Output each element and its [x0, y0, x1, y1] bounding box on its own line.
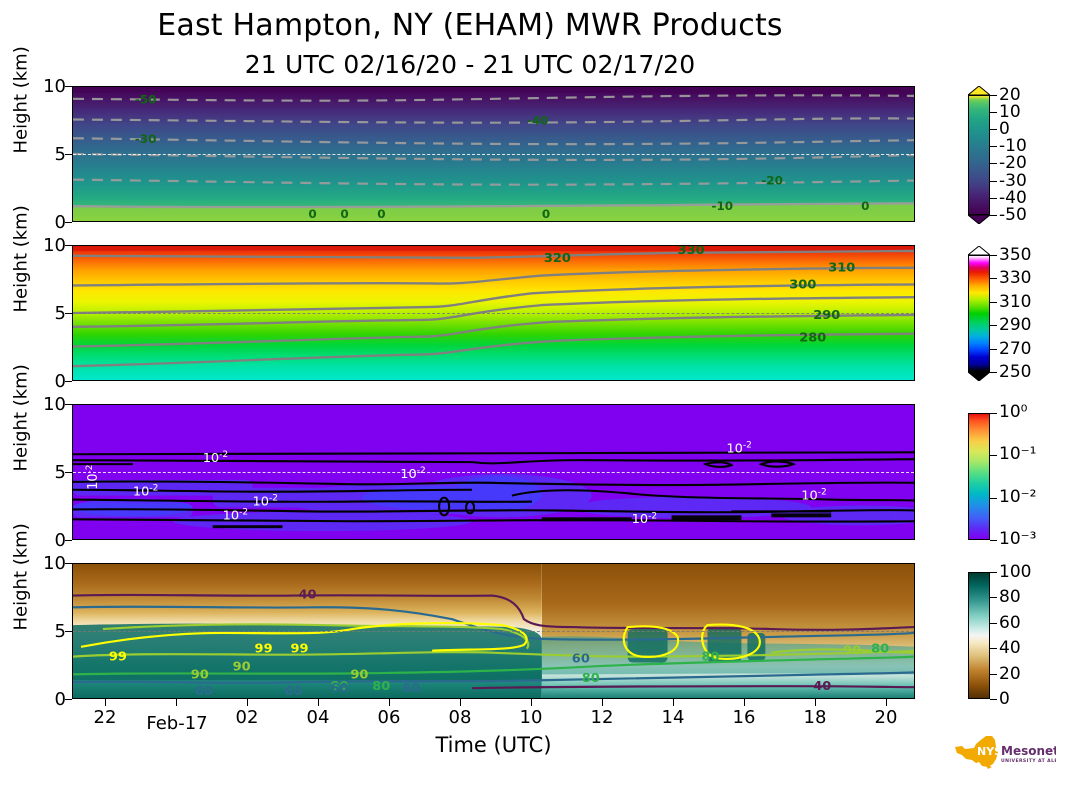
svg-text:10-2: 10-2: [801, 488, 826, 504]
liquid-contour-labels: 10-2 10-2 10-2 10-2 10-2 10-2 10-2 10-2 …: [85, 440, 827, 527]
reference-line-5km: [73, 472, 914, 473]
panel-potential-temperature[interactable]: 320 330 310 300 290 280: [72, 245, 915, 381]
svg-text:10-2: 10-2: [223, 507, 248, 523]
svg-text:60: 60: [572, 652, 590, 667]
theta-contour-labels: 320 330 310 300 290 280: [544, 246, 855, 346]
reference-line-5km: [73, 154, 914, 155]
svg-text:280: 280: [799, 331, 826, 346]
svg-text:-20: -20: [761, 174, 783, 188]
logo-university-text: UNIVERSITY AT ALBANY: [1001, 758, 1056, 764]
colorbar-extend-bottom: [968, 372, 990, 381]
reference-line-5km: [73, 631, 914, 632]
svg-text:10-2: 10-2: [726, 440, 751, 456]
svg-text:90: 90: [350, 667, 368, 682]
logo-graphic: NYS Mesonet UNIVERSITY AT ALBANY: [955, 736, 1066, 769]
colorbar-gradient: [968, 255, 990, 372]
colorbar-gradient: [968, 413, 990, 540]
svg-text:10-2: 10-2: [253, 494, 278, 510]
svg-text:60: 60: [330, 681, 348, 696]
svg-text:0: 0: [340, 207, 348, 221]
svg-text:310: 310: [828, 261, 855, 276]
xaxis-title: Time (UTC): [435, 733, 552, 757]
svg-text:90: 90: [843, 644, 861, 659]
svg-text:80: 80: [582, 671, 600, 686]
svg-text:-30: -30: [135, 132, 157, 146]
svg-text:0: 0: [377, 207, 385, 221]
panel-liquid-water[interactable]: 10-2 10-2 10-2 10-2 10-2 10-2 10-2 10-2 …: [72, 404, 915, 540]
rh-contour-labels: 40 40 99 99 99 90 90 90 80 80 80 60 60 6…: [109, 588, 889, 698]
svg-text:320: 320: [544, 251, 571, 266]
svg-text:80: 80: [871, 642, 889, 657]
svg-text:10-2: 10-2: [632, 511, 657, 527]
logo-nys-text: NYS: [977, 745, 1002, 758]
svg-text:60: 60: [284, 684, 302, 698]
svg-text:99: 99: [255, 642, 273, 657]
page-title: East Hampton, NY (EHAM) MWR Products: [157, 8, 783, 43]
panel-temperature[interactable]: -50 -30 -40 -20 -10 0 0 0 0 0: [72, 86, 915, 222]
colorbar-temperature[interactable]: 20 10 0 -10 -20 -30 -40 -50 Temp. ( ° C): [968, 85, 1027, 225]
svg-text:290: 290: [813, 308, 840, 323]
svg-text:40: 40: [298, 588, 316, 603]
svg-text:10-2: 10-2: [203, 450, 228, 466]
temperature-contour-labels: -50 -30 -40 -20 -10 0 0 0 0 0: [135, 93, 870, 221]
svg-text:-40: -40: [527, 114, 549, 128]
colorbar-extend-bottom: [968, 215, 990, 224]
reference-line-5km: [73, 313, 914, 314]
page-subtitle: 21 UTC 02/16/20 - 21 UTC 02/17/20: [244, 50, 696, 79]
colorbar-extend-top: [968, 86, 990, 95]
nys-mesonet-logo: NYS Mesonet UNIVERSITY AT ALBANY: [952, 733, 1066, 773]
svg-text:60: 60: [402, 681, 420, 696]
svg-text:300: 300: [789, 277, 816, 292]
svg-text:90: 90: [233, 659, 251, 674]
panel-relative-humidity[interactable]: 40 40 99 99 99 90 90 90 80 80 80 60 60 6…: [72, 563, 915, 699]
svg-text:80: 80: [330, 679, 348, 694]
colorbar-theta[interactable]: 350 330 310 290 270 250 Θ (K): [968, 245, 1031, 382]
svg-text:99: 99: [290, 642, 308, 657]
svg-text:80: 80: [702, 650, 720, 665]
colorbar-liquid[interactable]: 10⁰ 10⁻¹ 10⁻² 10⁻³ Liquid (g m⁻³): [968, 402, 1036, 549]
svg-text:10-2: 10-2: [133, 484, 158, 500]
svg-text:60: 60: [195, 684, 213, 698]
colorbar-extend-top: [968, 246, 990, 255]
svg-text:80: 80: [372, 679, 390, 694]
svg-text:40: 40: [813, 679, 831, 694]
svg-text:99: 99: [109, 650, 127, 665]
logo-mesonet-text: Mesonet: [1001, 744, 1056, 758]
svg-text:90: 90: [191, 667, 209, 682]
svg-text:-10: -10: [711, 199, 733, 213]
svg-text:10-2: 10-2: [400, 466, 425, 482]
svg-text:0: 0: [542, 207, 550, 221]
colorbar-gradient: [968, 95, 990, 215]
svg-text:-50: -50: [135, 93, 157, 107]
svg-text:10-2: 10-2: [85, 465, 101, 490]
svg-text:0: 0: [861, 199, 869, 213]
svg-text:0: 0: [308, 207, 316, 221]
colorbar-gradient: [968, 572, 990, 699]
svg-text:330: 330: [678, 246, 705, 258]
new-york-state-shape: [955, 736, 998, 767]
colorbar-rh[interactable]: 100 80 60 40 20 0 RH (%): [968, 562, 1031, 709]
